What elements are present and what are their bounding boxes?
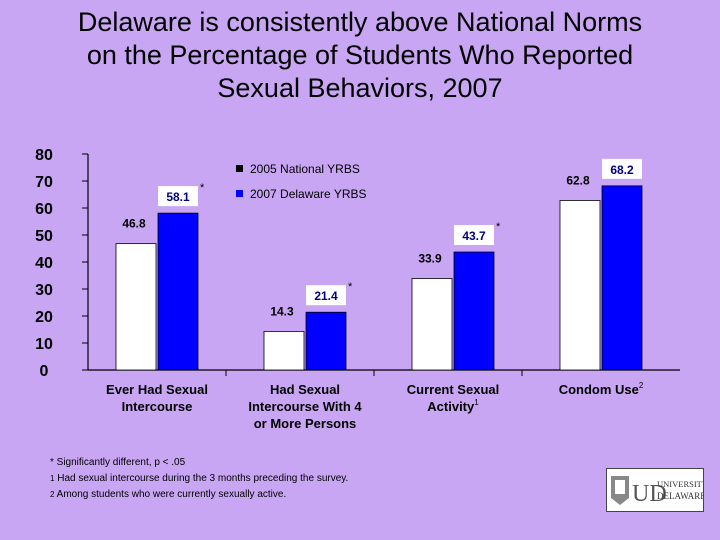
x-category-label: Current Sexual xyxy=(407,382,499,397)
y-tick-label: 40 xyxy=(35,255,53,272)
bar-2005-national xyxy=(411,278,453,371)
title-line-3: Sexual Behaviors, 2007 xyxy=(217,73,503,103)
data-label-2007: 43.7 xyxy=(462,229,486,243)
logo-text-2: DELAWARE xyxy=(657,491,703,501)
x-category-label: Activity1 xyxy=(427,398,479,414)
y-tick-label: 30 xyxy=(35,282,53,299)
x-category-label: Condom Use2 xyxy=(559,381,644,397)
data-label-2005: 46.8 xyxy=(122,217,146,231)
y-tick-label: 10 xyxy=(35,336,53,353)
y-tick-label: 0 xyxy=(40,363,49,380)
data-label-box xyxy=(306,285,346,306)
significance-mark: * xyxy=(348,281,353,293)
y-tick-label: 80 xyxy=(35,147,53,164)
significance-mark: * xyxy=(496,221,501,233)
bar-2007-delaware xyxy=(305,311,347,371)
slide-title: Delaware is consistently above National … xyxy=(10,6,710,105)
x-category-label: Intercourse xyxy=(122,399,193,414)
university-logo: UD UNIVERSITY OF DELAWARE xyxy=(606,468,720,512)
x-category-label: Intercourse With 4 xyxy=(248,399,362,414)
x-category-label: Ever Had Sexual xyxy=(106,382,208,397)
data-label-2005: 33.9 xyxy=(418,251,442,265)
title-line-2: on the Percentage of Students Who Report… xyxy=(86,40,634,70)
logo-text-1: UNIVERSITY OF xyxy=(657,479,703,489)
bar-2005-national xyxy=(559,200,601,371)
legend-swatch-2005 xyxy=(236,165,243,172)
logo-emblem-icon xyxy=(611,476,629,505)
x-category-label: or More Persons xyxy=(254,416,357,431)
footnotes: * Significantly different, p < .05 1 Had… xyxy=(50,455,348,503)
legend-label: 2005 National YRBS xyxy=(250,162,360,176)
footnote-1: 1 Had sexual intercourse during the 3 mo… xyxy=(50,473,349,484)
footnote-2: 2 Among students who were currently sexu… xyxy=(50,489,287,500)
bar-2005-national xyxy=(263,330,305,371)
bar-2007-delaware xyxy=(157,212,199,371)
bar-2005-national xyxy=(115,243,157,371)
bar-2007-delaware xyxy=(453,251,495,371)
significance-mark: * xyxy=(200,182,205,194)
y-tick-label: 60 xyxy=(35,201,53,218)
legend-label: 2007 Delaware YRBS xyxy=(250,187,367,201)
footnote-significance: * Significantly different, p < .05 xyxy=(50,457,186,468)
data-label-box xyxy=(602,158,642,179)
bar-2007-delaware xyxy=(601,185,643,371)
x-category-label: Had Sexual xyxy=(270,382,340,397)
data-label-2007: 21.4 xyxy=(314,289,338,303)
y-tick-label: 50 xyxy=(35,228,53,245)
data-label-box xyxy=(158,186,198,207)
y-tick-label: 20 xyxy=(35,309,53,326)
data-label-2007: 68.2 xyxy=(610,163,634,177)
logo-initials: UD xyxy=(632,481,667,507)
legend-swatch-2007 xyxy=(236,190,243,197)
data-label-box xyxy=(454,225,494,246)
title-line-1: Delaware is consistently above National … xyxy=(77,7,643,37)
data-label-2005: 62.8 xyxy=(566,173,590,187)
data-label-2007: 58.1 xyxy=(166,190,190,204)
data-label-2005: 14.3 xyxy=(270,304,294,318)
y-tick-label: 70 xyxy=(35,174,53,191)
